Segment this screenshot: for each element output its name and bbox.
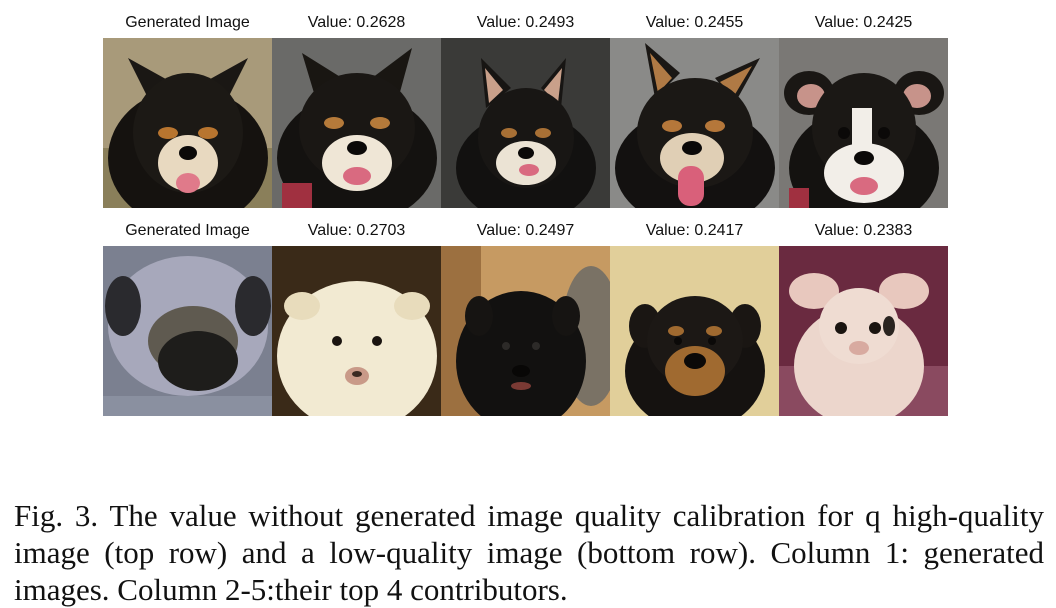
- figure-caption: Fig. 3. The value without generated imag…: [14, 498, 1044, 607]
- cell-label: Value: 0.2417: [645, 222, 744, 239]
- cell-label: Value: 0.2383: [814, 222, 913, 239]
- cell-label: Value: 0.2425: [814, 14, 913, 31]
- figure-cell: Generated Image: [103, 8, 272, 208]
- figure-row-top: Generated Image Value: 0.2628: [103, 8, 949, 208]
- dog-photo: [441, 246, 610, 416]
- dog-photo: [779, 38, 948, 208]
- figure-cell: Value: 0.2497: [441, 216, 610, 416]
- dog-photo: [610, 38, 779, 208]
- dog-photo: [103, 38, 272, 208]
- dog-photo: [610, 246, 779, 416]
- figure-cell: Generated Image: [103, 216, 272, 416]
- cell-label: Value: 0.2628: [307, 14, 406, 31]
- dog-photo: [779, 246, 948, 416]
- figure-row-bottom: Generated Image Value: 0.2703: [103, 216, 949, 416]
- dog-photo: [441, 38, 610, 208]
- cell-label: Value: 0.2455: [645, 14, 744, 31]
- figure-cell: Value: 0.2383: [779, 216, 948, 416]
- figure-cell: Value: 0.2628: [272, 8, 441, 208]
- figure-cell: Value: 0.2417: [610, 216, 779, 416]
- dog-photo: [103, 246, 272, 416]
- dog-photo: [272, 38, 441, 208]
- dog-photo: [272, 246, 441, 416]
- figure-cell: Value: 0.2425: [779, 8, 948, 208]
- cell-label: Generated Image: [125, 14, 250, 31]
- cell-label: Generated Image: [125, 222, 250, 239]
- cell-label: Value: 0.2703: [307, 222, 406, 239]
- figure-cell: Value: 0.2455: [610, 8, 779, 208]
- cell-label: Value: 0.2493: [476, 14, 575, 31]
- cell-label: Value: 0.2497: [476, 222, 575, 239]
- figure-grid: Generated Image Value: 0.2628: [103, 8, 949, 424]
- figure-cell: Value: 0.2703: [272, 216, 441, 416]
- figure-cell: Value: 0.2493: [441, 8, 610, 208]
